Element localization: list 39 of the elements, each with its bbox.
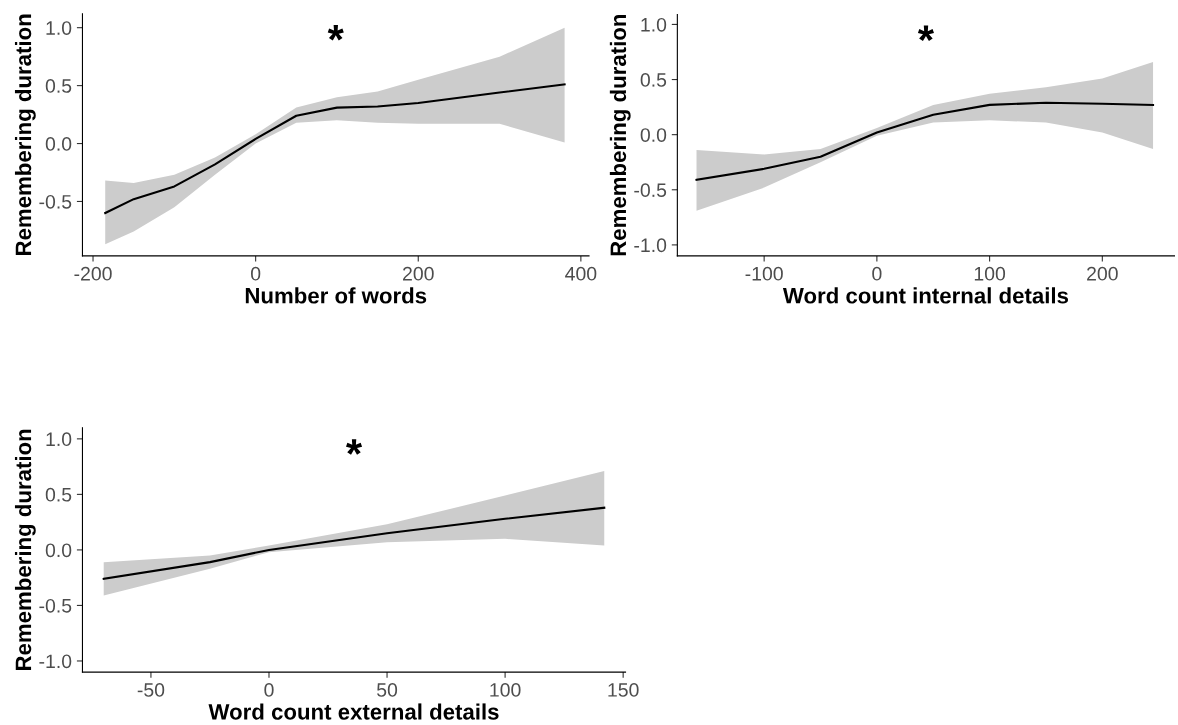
x-tick-label: 0 [264, 683, 274, 697]
y-tick-label: 1.0 [641, 17, 667, 32]
y-tick-label: 0.0 [640, 128, 667, 142]
x-axis-title: Word count internal details [782, 287, 1069, 304]
y-tick-label: -0.5 [39, 194, 72, 209]
y-tick-label: 0.0 [45, 543, 72, 558]
y-axis-title: Remembering duration [14, 429, 36, 671]
y-axis-title: Remembering duration [14, 14, 36, 255]
y-tick-label: 0.5 [45, 79, 72, 93]
line-series [695, 101, 1155, 181]
y-tick-label: 0.5 [640, 73, 667, 87]
x-tick-label: 400 [565, 266, 597, 281]
x-tick-label: -50 [137, 683, 165, 697]
x-tick-label: -100 [745, 266, 783, 281]
y-tick-label: -0.5 [39, 598, 72, 613]
annotation: * [917, 25, 934, 42]
y-tick-label: 1.0 [46, 432, 72, 447]
x-tick-label: 50 [377, 683, 398, 697]
x-tick-label: 150 [608, 683, 639, 697]
y-tick-label: 1.0 [46, 21, 72, 35]
x-tick-label: 100 [974, 266, 1006, 281]
y-tick-label: -1.0 [634, 238, 667, 253]
y-axis-title: Remembering duration [609, 14, 631, 256]
y-tick-label: -0.5 [634, 183, 667, 198]
x-tick-label: -200 [74, 266, 112, 281]
line-series [102, 506, 606, 580]
y-tick-label: 0.5 [45, 487, 72, 502]
annotation: * [346, 439, 363, 455]
line-series [104, 83, 566, 215]
x-axis-title: Word count external details [208, 703, 499, 720]
x-tick-label: 0 [872, 266, 882, 281]
x-tick-label: 200 [403, 266, 434, 281]
x-tick-label: 0 [251, 266, 261, 281]
x-tick-label: 100 [490, 683, 521, 697]
x-tick-label: 200 [1087, 266, 1118, 281]
y-tick-label: 0.0 [45, 137, 72, 151]
annotation: * [327, 24, 344, 41]
x-axis-title: Number of words [245, 287, 427, 304]
y-tick-label: -1.0 [39, 654, 72, 669]
